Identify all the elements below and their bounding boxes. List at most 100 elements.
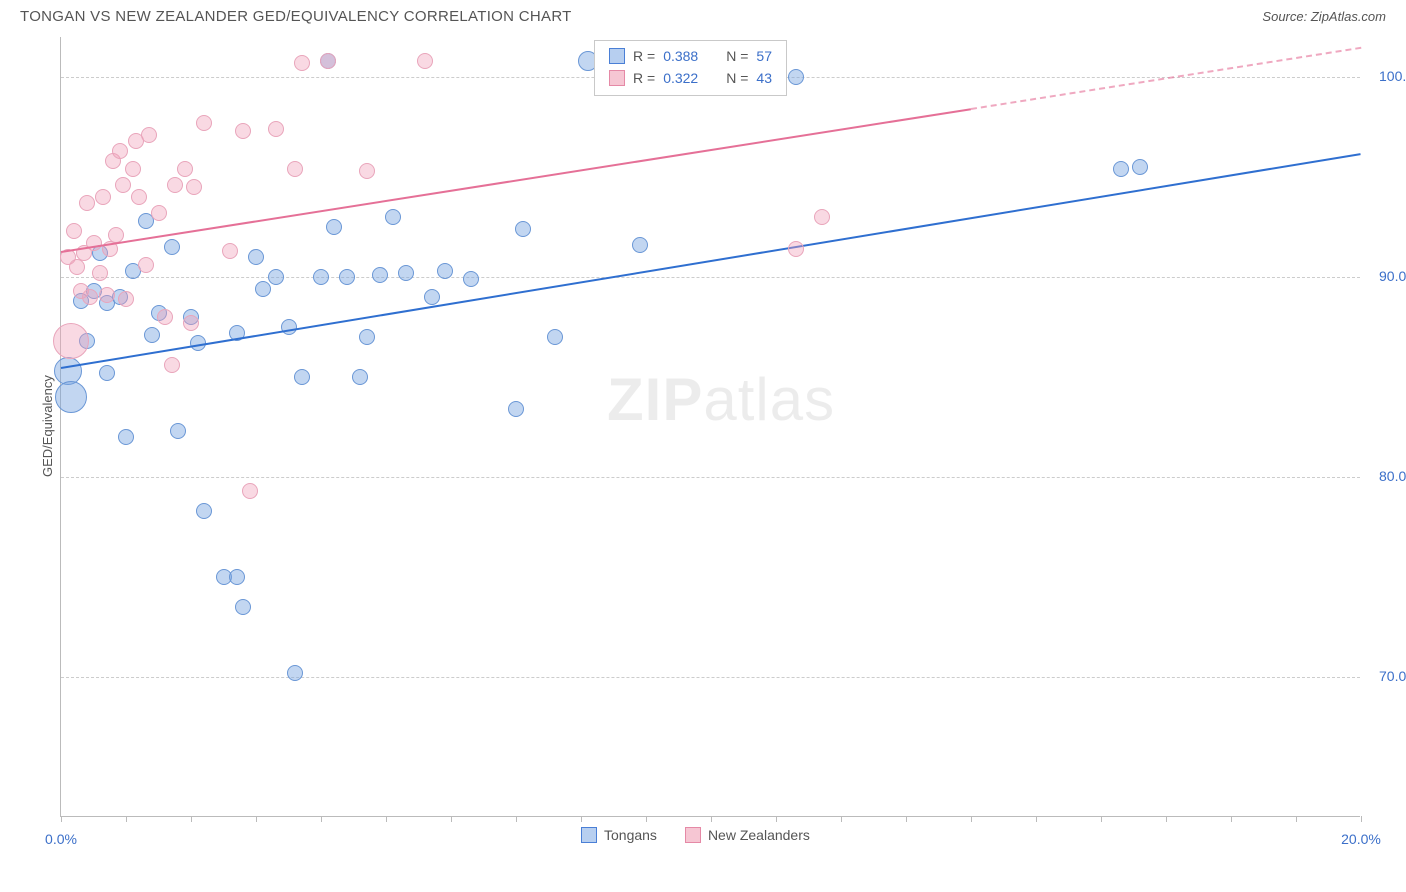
scatter-point xyxy=(196,503,212,519)
scatter-point xyxy=(164,239,180,255)
scatter-point xyxy=(196,115,212,131)
scatter-point xyxy=(385,209,401,225)
stats-box: R =0.388N =57R =0.322N =43 xyxy=(594,40,787,96)
x-tick-label: 20.0% xyxy=(1341,831,1381,847)
scatter-point xyxy=(1113,161,1129,177)
x-tick xyxy=(451,816,452,822)
legend: Tongans New Zealanders xyxy=(581,827,810,843)
source-label: Source: xyxy=(1262,9,1307,24)
legend-swatch xyxy=(609,70,625,86)
x-tick xyxy=(841,816,842,822)
scatter-point xyxy=(95,189,111,205)
x-tick xyxy=(1166,816,1167,822)
x-tick xyxy=(711,816,712,822)
x-tick xyxy=(321,816,322,822)
y-axis-title: GED/Equivalency xyxy=(40,375,55,477)
gridline xyxy=(61,677,1360,678)
scatter-point xyxy=(339,269,355,285)
scatter-point xyxy=(424,289,440,305)
scatter-point xyxy=(138,257,154,273)
scatter-point xyxy=(235,123,251,139)
scatter-point xyxy=(508,401,524,417)
scatter-point xyxy=(248,249,264,265)
scatter-point xyxy=(167,177,183,193)
scatter-point xyxy=(463,271,479,287)
scatter-point xyxy=(287,161,303,177)
scatter-point xyxy=(235,599,251,615)
scatter-point xyxy=(141,127,157,143)
scatter-point xyxy=(352,369,368,385)
x-tick xyxy=(1036,816,1037,822)
scatter-point xyxy=(268,121,284,137)
chart-source: Source: ZipAtlas.com xyxy=(1262,9,1386,24)
scatter-point xyxy=(437,263,453,279)
scatter-point xyxy=(788,241,804,257)
x-tick xyxy=(1231,816,1232,822)
scatter-point xyxy=(177,161,193,177)
scatter-point xyxy=(372,267,388,283)
scatter-point xyxy=(157,309,173,325)
trend-line xyxy=(971,47,1361,110)
scatter-point xyxy=(164,357,180,373)
stats-row: R =0.388N =57 xyxy=(609,45,772,67)
legend-label: New Zealanders xyxy=(708,827,810,843)
scatter-point xyxy=(313,269,329,285)
scatter-point xyxy=(69,259,85,275)
gridline xyxy=(61,277,1360,278)
x-tick xyxy=(1101,816,1102,822)
scatter-point xyxy=(131,189,147,205)
scatter-point xyxy=(144,327,160,343)
x-tick xyxy=(776,816,777,822)
x-tick xyxy=(61,816,62,822)
scatter-point xyxy=(281,319,297,335)
x-tick xyxy=(1296,816,1297,822)
scatter-point xyxy=(99,365,115,381)
scatter-point xyxy=(222,243,238,259)
x-tick xyxy=(191,816,192,822)
scatter-point xyxy=(115,177,131,193)
scatter-point xyxy=(55,381,87,413)
scatter-point xyxy=(294,55,310,71)
x-tick xyxy=(256,816,257,822)
legend-swatch xyxy=(609,48,625,64)
chart-container: GED/Equivalency ZIPatlas 70.0%80.0%90.0%… xyxy=(20,29,1386,873)
y-tick-label: 80.0% xyxy=(1379,468,1406,484)
legend-swatch xyxy=(685,827,701,843)
scatter-point xyxy=(326,219,342,235)
chart-title: TONGAN VS NEW ZEALANDER GED/EQUIVALENCY … xyxy=(20,8,572,25)
legend-swatch xyxy=(581,827,597,843)
scatter-point xyxy=(255,281,271,297)
scatter-point xyxy=(515,221,531,237)
scatter-point xyxy=(814,209,830,225)
scatter-point xyxy=(151,205,167,221)
source-link[interactable]: ZipAtlas.com xyxy=(1311,9,1386,24)
scatter-point xyxy=(287,665,303,681)
legend-label: Tongans xyxy=(604,827,657,843)
legend-item: New Zealanders xyxy=(685,827,810,843)
gridline xyxy=(61,477,1360,478)
x-tick xyxy=(126,816,127,822)
scatter-point xyxy=(359,163,375,179)
scatter-point xyxy=(99,287,115,303)
x-tick xyxy=(646,816,647,822)
scatter-point xyxy=(186,179,202,195)
scatter-point xyxy=(92,265,108,281)
scatter-point xyxy=(112,143,128,159)
x-tick xyxy=(1361,816,1362,822)
legend-item: Tongans xyxy=(581,827,657,843)
scatter-point xyxy=(79,195,95,211)
x-tick xyxy=(906,816,907,822)
watermark: ZIPatlas xyxy=(607,365,835,434)
x-tick-label: 0.0% xyxy=(45,831,77,847)
scatter-point xyxy=(359,329,375,345)
y-tick-label: 90.0% xyxy=(1379,268,1406,284)
scatter-point xyxy=(398,265,414,281)
plot-area: ZIPatlas 70.0%80.0%90.0%100.0%0.0%20.0%R… xyxy=(60,37,1360,817)
x-tick xyxy=(516,816,517,822)
x-tick xyxy=(386,816,387,822)
scatter-point xyxy=(320,53,336,69)
chart-header: TONGAN VS NEW ZEALANDER GED/EQUIVALENCY … xyxy=(0,0,1406,29)
stats-row: R =0.322N =43 xyxy=(609,67,772,89)
scatter-point xyxy=(118,291,134,307)
x-tick xyxy=(971,816,972,822)
